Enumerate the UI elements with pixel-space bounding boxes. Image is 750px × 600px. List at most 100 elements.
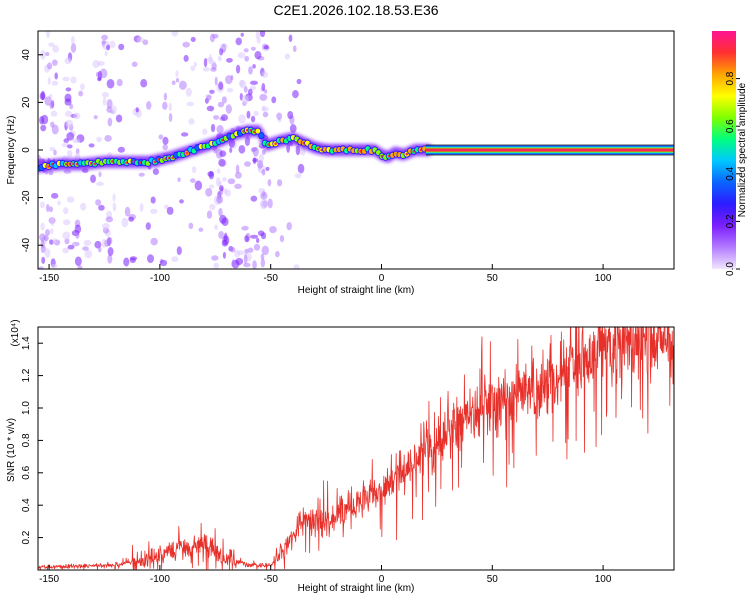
noise-blob bbox=[260, 258, 266, 268]
noise-blob bbox=[288, 34, 293, 43]
noise-blob bbox=[299, 147, 306, 156]
noise-blob bbox=[286, 222, 292, 231]
spectrogram-marks bbox=[38, 31, 674, 269]
noise-blob bbox=[231, 259, 235, 267]
noise-blob bbox=[46, 62, 53, 70]
noise-blob bbox=[53, 149, 57, 156]
x-tick-label: -50 bbox=[263, 273, 278, 284]
ridge-blob-peak bbox=[405, 152, 409, 156]
noise-blob bbox=[261, 245, 270, 256]
spectrogram-x-ticks: -150 -100 -50 0 50 100 bbox=[39, 264, 612, 284]
x-tick-label: -100 bbox=[150, 273, 170, 284]
noise-blob bbox=[216, 125, 224, 134]
x-tick-label: 0 bbox=[379, 574, 385, 585]
noise-blob bbox=[221, 239, 228, 247]
noise-blob bbox=[292, 45, 297, 53]
noise-blob bbox=[222, 177, 227, 182]
noise-blob bbox=[208, 184, 215, 189]
noise-blob bbox=[238, 114, 246, 124]
noise-blob bbox=[251, 146, 258, 152]
noise-blob bbox=[252, 260, 257, 269]
y-tick-label: 1.2 bbox=[21, 368, 32, 382]
snr-y-ticks: 0.2 0.4 0.6 0.8 1.0 1.2 1.4 bbox=[21, 336, 43, 545]
ridge-blob-peak bbox=[171, 156, 175, 160]
noise-blob bbox=[163, 92, 168, 101]
colorbar-tick-label: 0.4 bbox=[725, 166, 736, 180]
noise-blob bbox=[234, 171, 242, 179]
noise-blob bbox=[80, 83, 85, 91]
noise-blob bbox=[168, 113, 173, 122]
noise-blob bbox=[214, 224, 218, 231]
noise-blob bbox=[109, 40, 116, 49]
noise-blob bbox=[136, 36, 144, 43]
noise-blob bbox=[244, 248, 249, 254]
colorbar-label: Normalized spectral amplitude bbox=[737, 82, 748, 217]
noise-blob bbox=[51, 124, 59, 135]
noise-blob bbox=[275, 251, 280, 258]
noise-blob bbox=[213, 115, 220, 120]
noise-blob bbox=[118, 43, 125, 51]
noise-blob bbox=[240, 32, 244, 37]
noise-blob bbox=[50, 228, 54, 235]
noise-blob bbox=[138, 172, 145, 177]
noise-blob bbox=[190, 178, 196, 183]
noise-blob bbox=[107, 247, 114, 256]
x-tick-label: 100 bbox=[595, 574, 612, 585]
noise-blob bbox=[64, 57, 72, 65]
x-tick-label: 50 bbox=[487, 574, 499, 585]
noise-blob bbox=[171, 80, 176, 86]
noise-blob bbox=[67, 149, 73, 158]
noise-blob bbox=[112, 202, 117, 212]
noise-blob bbox=[140, 79, 148, 88]
noise-blob bbox=[67, 144, 73, 149]
noise-blob bbox=[246, 110, 251, 119]
noise-blob bbox=[166, 206, 174, 215]
noise-blob bbox=[261, 71, 269, 79]
noise-blob bbox=[243, 48, 249, 53]
noise-blob bbox=[286, 143, 291, 153]
noise-blob bbox=[211, 255, 219, 261]
noise-blob bbox=[70, 76, 77, 84]
noise-blob bbox=[176, 246, 182, 256]
noise-blob bbox=[220, 114, 228, 121]
noise-blob bbox=[202, 128, 208, 135]
y-tick-label: -20 bbox=[21, 190, 32, 205]
noise-blob bbox=[213, 262, 219, 269]
noise-blob bbox=[250, 115, 256, 123]
noise-blob bbox=[237, 52, 246, 59]
y-tick-label: 40 bbox=[21, 49, 32, 61]
noise-blob bbox=[194, 180, 203, 191]
noise-blob bbox=[93, 115, 98, 120]
noise-blob bbox=[57, 200, 61, 206]
colorbar-tick-label: 0.0 bbox=[725, 262, 736, 276]
noise-blob bbox=[238, 145, 246, 154]
noise-blob bbox=[263, 89, 268, 94]
noise-blob bbox=[260, 198, 268, 209]
noise-blob bbox=[227, 178, 236, 185]
spectrogram-panel: -150 -100 -50 0 50 100 -40 -20 0 20 40 Height of … bbox=[6, 30, 675, 296]
noise-blob bbox=[188, 222, 194, 230]
noise-blob bbox=[45, 229, 51, 236]
noise-blob bbox=[162, 101, 168, 110]
noise-blob bbox=[244, 55, 250, 62]
noise-blob bbox=[276, 179, 283, 187]
colorbar-tick-label: 0.2 bbox=[725, 214, 736, 228]
noise-blob bbox=[252, 64, 256, 69]
noise-blob bbox=[104, 134, 112, 142]
noise-blob bbox=[260, 253, 265, 260]
y-tick-label: 1.0 bbox=[21, 401, 32, 415]
noise-blob bbox=[239, 79, 247, 89]
noise-blob bbox=[159, 259, 168, 267]
noise-blob bbox=[216, 168, 221, 174]
noise-blob bbox=[150, 237, 158, 246]
noise-blob bbox=[40, 222, 45, 231]
noise-blob bbox=[71, 36, 75, 45]
noise-blob bbox=[250, 195, 258, 202]
noise-blob bbox=[110, 105, 117, 115]
noise-blob bbox=[253, 243, 261, 251]
noise-blob bbox=[218, 158, 226, 167]
noise-blob bbox=[41, 256, 46, 265]
noise-blob bbox=[45, 52, 50, 57]
noise-blob bbox=[218, 181, 222, 186]
noise-blob bbox=[116, 78, 123, 87]
